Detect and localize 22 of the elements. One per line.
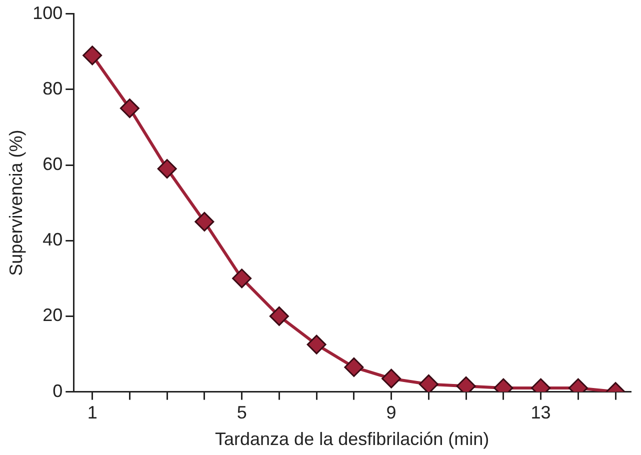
- x-tick-label: 1: [87, 402, 98, 423]
- point: [120, 98, 140, 118]
- y-tick-label: 100: [32, 2, 63, 23]
- y-axis-title: Supervivencia (%): [6, 130, 26, 276]
- point: [306, 334, 326, 354]
- x-axis-title: Tardanza de la desfibrilación (min): [214, 429, 490, 450]
- y-tick-label: 60: [42, 154, 63, 174]
- y-tick-label: 20: [42, 305, 63, 326]
- point: [157, 159, 177, 179]
- point: [269, 306, 289, 326]
- point: [232, 268, 252, 288]
- y-tick-label: 0: [52, 380, 63, 401]
- point: [382, 368, 402, 388]
- x-tick-label: 9: [386, 402, 396, 423]
- point: [82, 46, 102, 66]
- x-tick-label: 5: [236, 402, 247, 423]
- point: [194, 212, 214, 232]
- x-tick-label: 13: [530, 402, 551, 423]
- point: [344, 357, 364, 377]
- y-tick-label: 80: [42, 78, 63, 98]
- y-tick-label: 40: [42, 230, 63, 250]
- point: [418, 374, 438, 392]
